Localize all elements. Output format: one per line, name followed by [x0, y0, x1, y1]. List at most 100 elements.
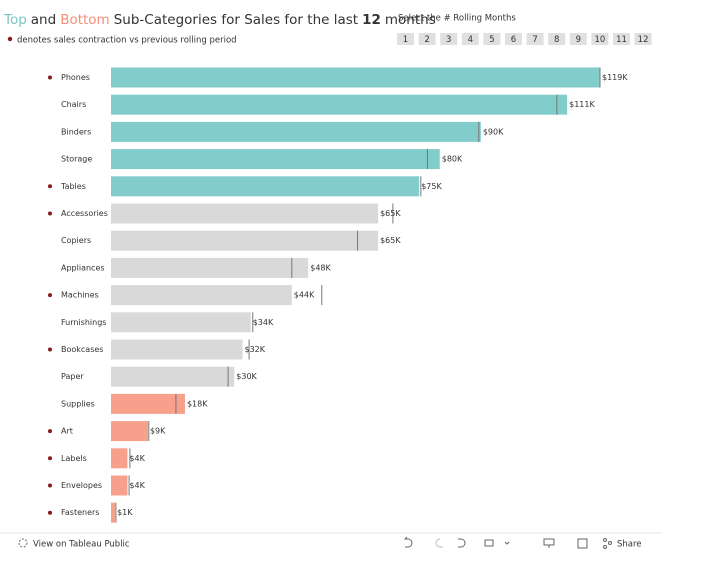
- selector-button[interactable]: [548, 33, 566, 45]
- value-label: $75K: [421, 182, 442, 191]
- bar: [111, 121, 481, 142]
- title-part: Sub-Categories for Sales for the last: [114, 12, 358, 28]
- selector-button-label[interactable]: 10: [594, 35, 605, 45]
- title-part: 12: [362, 12, 381, 28]
- selector-button[interactable]: [569, 33, 587, 45]
- title-part: months: [385, 12, 436, 28]
- value-label: $4K: [129, 454, 145, 463]
- value-label: $32K: [244, 345, 265, 354]
- value-label: $80K: [442, 155, 463, 164]
- category-label: Accessories: [61, 209, 108, 218]
- title-part: Bottom: [60, 12, 110, 28]
- selector-button-label[interactable]: 9: [576, 35, 581, 45]
- title-part: and: [31, 12, 56, 28]
- bar: [111, 448, 128, 469]
- category-label: Labels: [61, 454, 87, 463]
- value-label: $30K: [236, 372, 257, 381]
- selector-button[interactable]: [440, 33, 458, 45]
- category-label: Copiers: [61, 236, 91, 245]
- value-label: $119K: [602, 73, 628, 82]
- selector-button-label[interactable]: 8: [554, 35, 559, 45]
- bar: [111, 230, 379, 251]
- value-label: $18K: [187, 399, 208, 408]
- value-label: $48K: [310, 263, 331, 272]
- bar: [111, 285, 292, 306]
- chart-title: Top and Bottom Sub-Categories for Sales for…: [3, 12, 436, 28]
- category-label: Appliances: [61, 263, 105, 272]
- selector-button[interactable]: [526, 33, 544, 45]
- bar: [111, 393, 185, 414]
- toolbar-icons: [18, 536, 612, 549]
- contraction-dot: [48, 347, 52, 352]
- category-label: Fasteners: [61, 508, 99, 517]
- contraction-dot: [48, 483, 52, 488]
- value-label: $44K: [294, 291, 315, 300]
- share-button[interactable]: Share: [617, 540, 642, 550]
- note-dot: [7, 36, 13, 42]
- category-label: Storage: [61, 155, 92, 164]
- value-label: $111K: [569, 100, 595, 109]
- bar: [111, 312, 251, 333]
- selector-button-label[interactable]: 4: [468, 35, 473, 45]
- selector-button[interactable]: [505, 33, 522, 45]
- selector-button[interactable]: [613, 33, 630, 45]
- selector-label: Select the # Rolling Months: [398, 14, 516, 24]
- category-label: Paper: [61, 372, 84, 381]
- value-label: $34K: [253, 318, 274, 327]
- selector-button-label[interactable]: 3: [446, 35, 451, 45]
- bar: [111, 475, 128, 496]
- selector-button-label[interactable]: 1: [403, 35, 408, 45]
- selector-button[interactable]: [461, 33, 479, 45]
- bar: [111, 149, 440, 170]
- value-label: $65K: [380, 236, 401, 245]
- category-label: Supplies: [61, 399, 95, 408]
- category-label: Furnishings: [61, 318, 106, 327]
- selector-button-label[interactable]: 6: [511, 35, 516, 45]
- selector-button[interactable]: [418, 33, 436, 45]
- chart-area: Phones $119K Chairs $111K Binders $90K Storage…: [48, 67, 628, 523]
- note: denotes sales contraction vs previous ro…: [17, 36, 237, 46]
- contraction-dot: [48, 510, 52, 515]
- bar: [111, 502, 116, 523]
- selector-button[interactable]: [397, 33, 414, 45]
- selector-button-label[interactable]: 11: [616, 35, 627, 45]
- bar: [111, 366, 235, 387]
- contraction-dot: [48, 293, 52, 298]
- contraction-dot: [48, 429, 52, 434]
- category-label: Chairs: [61, 100, 86, 109]
- selector-button[interactable]: [591, 33, 609, 45]
- value-label: $1K: [117, 508, 133, 517]
- toolbar: [0, 534, 662, 554]
- contraction-dot: [48, 184, 52, 189]
- selector-button-label[interactable]: 7: [532, 35, 537, 45]
- category-label: Binders: [61, 127, 91, 136]
- bar: [111, 67, 600, 88]
- contraction-dot: [48, 211, 52, 216]
- selector-button-label[interactable]: 5: [489, 35, 494, 45]
- category-label: Bookcases: [61, 345, 103, 354]
- selector-button[interactable]: [483, 33, 501, 45]
- view-link[interactable]: View on Tableau Public: [33, 540, 130, 550]
- bar: [111, 203, 379, 224]
- value-label: $90K: [483, 127, 504, 136]
- selector-button-label[interactable]: 2: [424, 35, 429, 45]
- value-label: $9K: [150, 427, 166, 436]
- contraction-dot: [48, 75, 52, 80]
- bar: [111, 421, 148, 442]
- selector-button[interactable]: [634, 33, 652, 45]
- category-label: Machines: [61, 291, 99, 300]
- bar: [111, 94, 568, 115]
- value-label: $4K: [129, 481, 145, 490]
- category-label: Phones: [61, 73, 90, 82]
- value-label: $65K: [380, 209, 401, 218]
- category-label: Envelopes: [61, 481, 102, 490]
- contraction-dot: [48, 456, 52, 461]
- selector-button-label[interactable]: 12: [638, 35, 649, 45]
- bar: [111, 176, 420, 197]
- bar: [111, 339, 243, 360]
- category-label: Tables: [60, 182, 86, 191]
- title-part: Top: [3, 12, 27, 28]
- bar: [111, 257, 309, 278]
- category-label: Art: [61, 427, 73, 436]
